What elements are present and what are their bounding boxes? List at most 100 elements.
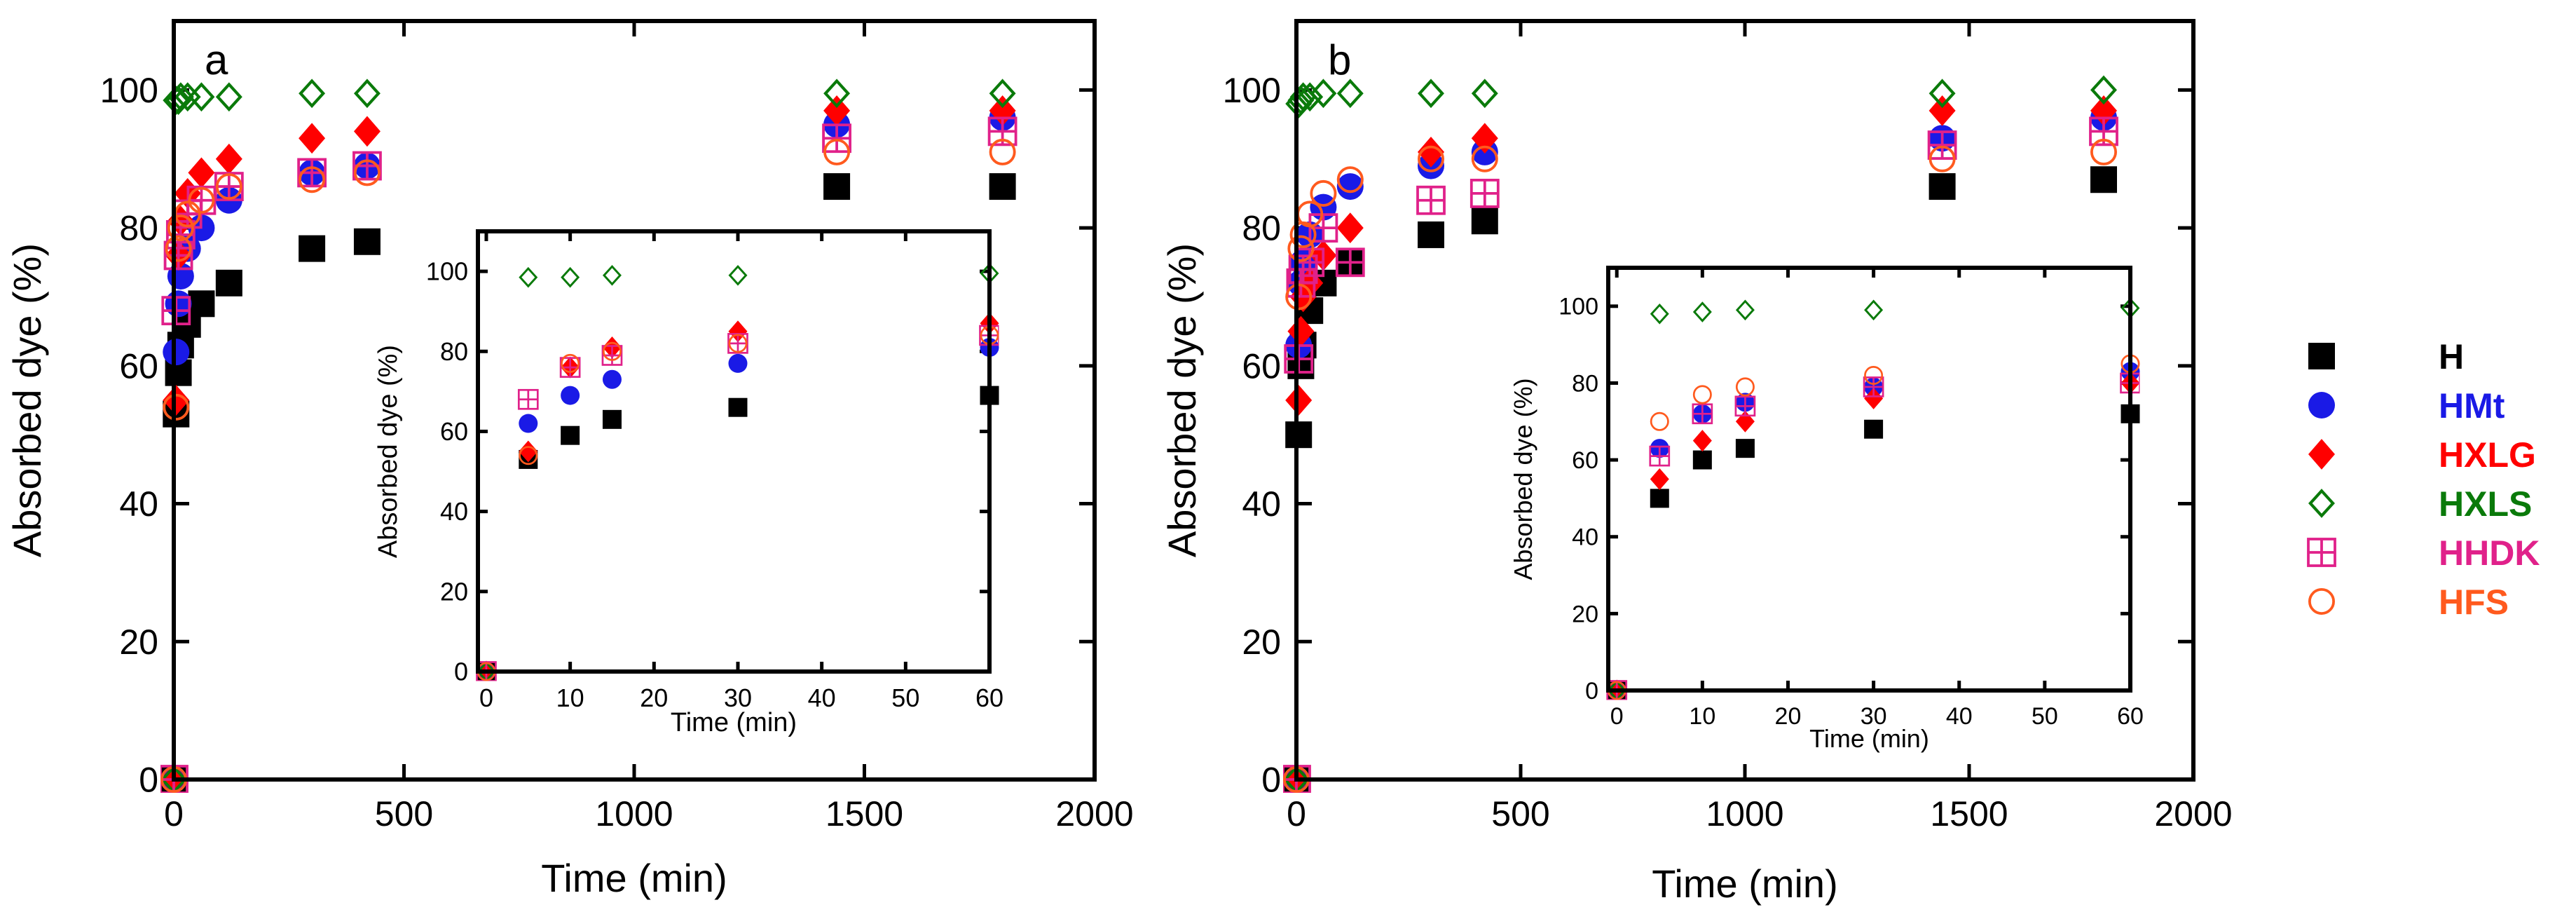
point-hfs bbox=[1735, 377, 1755, 397]
point-hfs bbox=[1692, 385, 1712, 404]
point-hfs bbox=[1471, 145, 1498, 172]
point-hxls bbox=[519, 266, 538, 288]
panel-label: b bbox=[1328, 36, 1351, 83]
point-h bbox=[299, 235, 326, 262]
series-hfs bbox=[160, 138, 1016, 793]
point-hxlg bbox=[1418, 137, 1444, 168]
point-hhdk bbox=[559, 357, 581, 378]
y-tick-label: 20 bbox=[1242, 622, 1281, 662]
x-tick-label: 50 bbox=[891, 683, 919, 712]
series-hxls bbox=[160, 79, 1016, 793]
y-tick-label: 40 bbox=[440, 497, 468, 526]
y-tick-label: 60 bbox=[119, 346, 158, 386]
point-hxls bbox=[1471, 79, 1498, 109]
point-hxls bbox=[1735, 299, 1755, 321]
point-hfs bbox=[1287, 235, 1315, 262]
point-hfs bbox=[1928, 145, 1956, 172]
point-hfs bbox=[167, 215, 194, 242]
point-hxls bbox=[1418, 79, 1444, 109]
point-hxls bbox=[299, 79, 326, 109]
point-hmt bbox=[728, 353, 748, 373]
point-hxlg bbox=[519, 440, 538, 463]
point-h bbox=[1735, 439, 1755, 458]
point-hxls bbox=[728, 264, 748, 286]
legend-marker-hmt bbox=[2308, 392, 2335, 418]
point-hhdk bbox=[1284, 344, 1314, 374]
point-hhdk bbox=[1469, 179, 1500, 208]
point-hfs bbox=[163, 393, 190, 421]
point-h bbox=[1650, 489, 1669, 508]
point-hfs bbox=[353, 159, 381, 186]
point-hfs bbox=[215, 173, 242, 200]
x-tick-label: 2000 bbox=[1055, 794, 1133, 833]
point-hhdk bbox=[1734, 395, 1756, 417]
y-tick-label: 100 bbox=[1223, 71, 1281, 110]
point-h bbox=[215, 269, 242, 297]
y-tick-label: 100 bbox=[426, 257, 468, 286]
legend: H HMt HXLG HXLS HHDK HFS bbox=[2307, 337, 2540, 622]
x-tick-label: 0 bbox=[1610, 703, 1624, 730]
point-hfs bbox=[299, 166, 326, 193]
point-hxlg bbox=[1864, 387, 1884, 409]
point-hfs bbox=[165, 235, 192, 262]
x-tick-label: 0 bbox=[164, 794, 184, 833]
y-tick-label: 40 bbox=[119, 484, 158, 524]
point-hxls bbox=[1864, 299, 1884, 321]
point-h bbox=[728, 397, 748, 417]
point-hfs bbox=[1650, 411, 1669, 431]
point-hhdk bbox=[1927, 130, 1957, 160]
y-tick-label: 80 bbox=[1572, 370, 1598, 397]
point-hxlg bbox=[163, 385, 190, 416]
y-tick-label: 0 bbox=[1261, 761, 1281, 800]
legend-item-hhdk: HHDK bbox=[2307, 533, 2540, 573]
legend-label: HXLG bbox=[2439, 435, 2536, 475]
point-h bbox=[561, 426, 580, 445]
y-tick-label: 0 bbox=[454, 658, 468, 686]
x-tick-label: 30 bbox=[1861, 703, 1887, 730]
plot-area bbox=[478, 231, 989, 672]
point-hmt bbox=[165, 290, 192, 318]
legend-marker-h bbox=[2308, 343, 2335, 369]
plot-frame bbox=[172, 19, 1097, 782]
y-tick-label: 40 bbox=[1242, 484, 1281, 524]
x-tick-label: 60 bbox=[2117, 703, 2144, 730]
point-hhdk bbox=[517, 388, 539, 410]
chart-b-inset: 0 10 20 30 40 50 60 0 20 40 60 80 100 Time (min) Absor… bbox=[1509, 266, 2144, 753]
point-hxls bbox=[602, 264, 622, 286]
point-hxlg bbox=[1650, 468, 1669, 491]
point-hhdk bbox=[727, 333, 748, 354]
legend-label: HHDK bbox=[2439, 533, 2540, 573]
point-h bbox=[602, 409, 622, 429]
point-h bbox=[353, 228, 381, 255]
point-hhdk bbox=[1335, 247, 1365, 278]
point-hxls bbox=[215, 82, 242, 112]
point-hfs bbox=[1285, 283, 1313, 311]
y-tick-label: 100 bbox=[1558, 294, 1598, 320]
point-hxls bbox=[1650, 303, 1669, 325]
legend-marker-hxls bbox=[2308, 489, 2335, 518]
point-hxlg bbox=[353, 116, 381, 147]
chart-a-inset: 0 10 20 30 40 50 60 0 20 40 60 80 100 Time (min) Absor… bbox=[374, 229, 1003, 737]
point-hfs bbox=[188, 186, 215, 214]
x-tick-label: 500 bbox=[1491, 794, 1549, 833]
point-hxlg bbox=[1928, 95, 1956, 126]
legend-item-hmt: HMt bbox=[2308, 386, 2505, 426]
point-hfs bbox=[823, 138, 851, 165]
point-hxlg bbox=[188, 157, 215, 189]
point-hhdk bbox=[1863, 376, 1884, 397]
point-hhdk bbox=[601, 345, 623, 366]
x-tick-label: 2000 bbox=[2154, 794, 2232, 833]
y-tick-label: 80 bbox=[119, 209, 158, 248]
legend-label: HFS bbox=[2439, 583, 2509, 622]
y-tick-label: 20 bbox=[1572, 601, 1598, 627]
x-axis-label: Time (min) bbox=[1809, 724, 1929, 753]
x-tick-label: 20 bbox=[640, 683, 668, 712]
point-hxls bbox=[353, 79, 381, 109]
point-h bbox=[188, 290, 215, 318]
legend-marker-hfs bbox=[2308, 588, 2335, 615]
y-tick-label: 100 bbox=[100, 71, 158, 110]
point-hfs bbox=[561, 353, 580, 373]
x-tick-label: 1500 bbox=[825, 794, 903, 833]
x-tick-label: 10 bbox=[556, 683, 584, 712]
point-hxlg bbox=[823, 95, 851, 126]
